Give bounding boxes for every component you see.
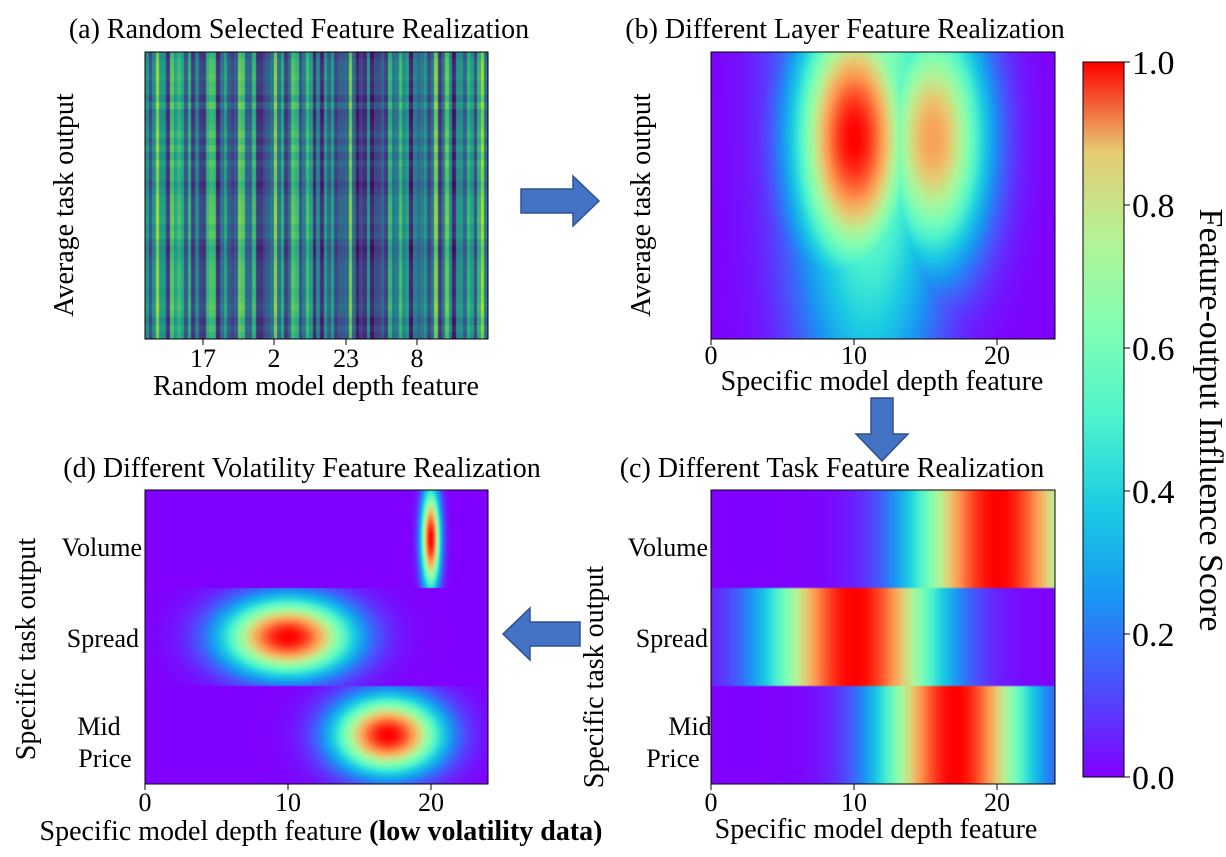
panel-c-xlabel: Specific model depth feature [715,814,1038,845]
panel-d-xlabel: Specific model depth feature (low volati… [40,816,603,847]
panel-b-ylabel: Average task output [626,93,657,317]
panel-c-ylabel: Specific task output [579,566,610,789]
panel-c: (c) Different Task Feature Realization V… [579,453,1056,845]
colorbar-tick-label: 0.2 [1132,617,1175,654]
panel-d-heatmap [145,490,488,784]
panel-b-xticks: 0 10 20 [705,339,1010,370]
panel-d-row-label-mid: Mid [77,712,120,741]
panel-d-row-label-price: Price [78,744,131,773]
colorbar-tick-label: 0.6 [1132,331,1175,368]
panel-d-frame [144,489,489,785]
panel-a-xtick-label: 2 [268,344,281,373]
colorbar-tick-label: 0.0 [1132,760,1175,797]
panel-d-xtick-label: 20 [418,788,444,817]
panel-b-xtick-label: 20 [984,341,1010,370]
panel-c-frame [710,489,1056,785]
panel-b-heatmap [711,52,1055,339]
panel-c-row-label-mid: Mid [668,712,711,741]
panel-d-xticks: 0 10 20 [139,784,444,817]
panel-c-xtick-label: 20 [984,788,1010,817]
panel-a-xticks: 17 2 23 8 [190,339,424,373]
panel-b-xtick-label: 0 [705,341,718,370]
colorbar-tick-label: 1.0 [1132,45,1175,82]
panel-c-row-label-price: Price [646,744,699,773]
panel-d: (d) Different Volatility Feature Realiza… [11,453,602,847]
panel-d-xlabel-bold: (low volatility data) [369,816,602,847]
panel-c-rowlabels: Volume Spread Mid Price [628,533,712,773]
panel-b-xlabel: Specific model depth feature [721,366,1044,397]
panel-c-row-label-volume: Volume [628,533,708,562]
colorbar-gradient [1082,61,1125,778]
panel-d-row-label-volume: Volume [62,533,142,562]
arrow-left-icon [501,606,581,662]
panel-c-xtick-label: 10 [841,788,867,817]
panel-d-xtick-label: 10 [275,788,301,817]
panel-d-row-label-spread: Spread [67,624,139,653]
panel-a-heatmap [145,52,488,339]
arrow-down-icon [854,397,910,463]
colorbar-ticks: 0.0 0.2 0.4 0.6 0.8 1.0 [1124,45,1175,797]
colorbar: 0.0 0.2 0.4 0.6 0.8 1.0 Feature-output I… [1082,45,1226,797]
panel-d-rowlabels: Volume Spread Mid Price [62,533,142,773]
panel-b: (b) Different Layer Feature Realization … [625,14,1065,397]
panel-d-title: (d) Different Volatility Feature Realiza… [63,453,540,484]
flow-arrows [501,174,910,662]
colorbar-tick-label: 0.8 [1132,188,1175,225]
panel-a-xlabel: Random model depth feature [153,371,479,402]
panel-c-xtick-label: 0 [705,788,718,817]
panel-d-xtick-label: 0 [139,788,152,817]
panel-c-row-label-spread: Spread [636,624,708,653]
panel-c-heatmap [711,490,1055,784]
panel-a-xtick-label: 8 [411,344,424,373]
panel-b-xtick-label: 10 [841,341,867,370]
arrow-right-icon [520,174,601,228]
panel-c-title: (c) Different Task Feature Realization [620,453,1045,484]
panel-a-xtick-label: 17 [190,344,216,373]
panel-a-title: (a) Random Selected Feature Realization [69,14,529,45]
panel-d-xlabel-main: Specific model depth feature [40,816,363,847]
panel-a-ylabel: Average task output [49,93,80,317]
panel-c-xticks: 0 10 20 [705,784,1010,817]
panel-a-frame [144,51,489,340]
panel-b-frame [710,51,1056,340]
colorbar-tick-label: 0.4 [1132,474,1175,511]
panel-d-ylabel: Specific task output [11,538,42,761]
panel-a-xtick-label: 23 [333,344,359,373]
panel-a: (a) Random Selected Feature Realization … [49,14,529,402]
panel-b-title: (b) Different Layer Feature Realization [625,14,1065,45]
colorbar-label: Feature-output Influence Score [1192,209,1226,632]
